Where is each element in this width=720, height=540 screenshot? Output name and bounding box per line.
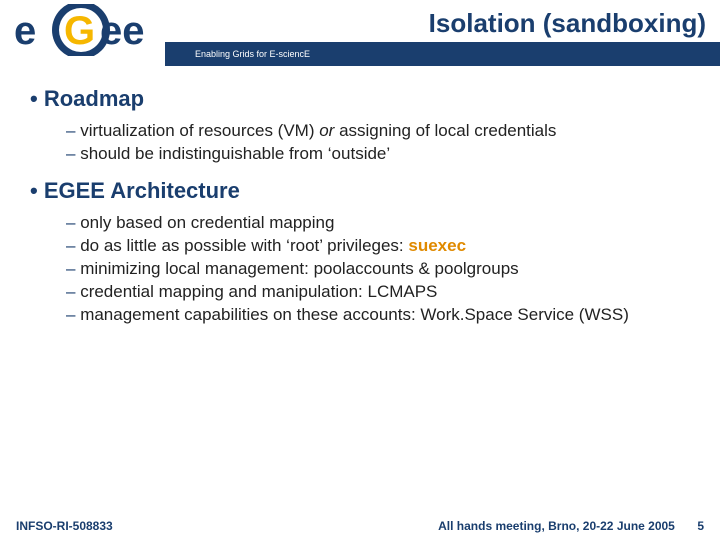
list-item: only based on credential mapping (66, 212, 698, 235)
slide-header: e G ee Isolation (sandboxing) Enabling G… (0, 0, 720, 68)
tagline-text: Enabling Grids for E-sciencE (195, 49, 310, 59)
egee-logo: e G ee (8, 4, 163, 56)
slide-title: Isolation (sandboxing) (429, 8, 720, 39)
list-item: minimizing local management: poolaccount… (66, 258, 698, 281)
slide-footer: INFSO-RI-508833 All hands meeting, Brno,… (0, 512, 720, 540)
logo-letter-ee: ee (100, 9, 145, 53)
list-item: should be indistinguishable from ‘outsid… (66, 143, 698, 166)
footer-event: All hands meeting, Brno, 20-22 June 2005 (438, 519, 675, 533)
footer-reference: INFSO-RI-508833 (16, 519, 113, 533)
list-item: credential mapping and manipulation: LCM… (66, 281, 698, 304)
section-heading-roadmap: Roadmap (22, 86, 698, 112)
list-item: management capabilities on these account… (66, 304, 698, 327)
list-item: virtualization of resources (VM) or assi… (66, 120, 698, 143)
slide-content: Roadmap virtualization of resources (VM)… (0, 68, 720, 327)
bullet-list-architecture: only based on credential mapping do as l… (22, 212, 698, 327)
list-item: do as little as possible with ‘root’ pri… (66, 235, 698, 258)
tagline-band: Enabling Grids for E-sciencE (165, 42, 720, 66)
bullet-list-roadmap: virtualization of resources (VM) or assi… (22, 120, 698, 166)
logo-letter-g: G (64, 9, 95, 53)
footer-page-number: 5 (697, 519, 704, 533)
logo-letter-e: e (14, 9, 36, 53)
section-heading-architecture: EGEE Architecture (22, 178, 698, 204)
